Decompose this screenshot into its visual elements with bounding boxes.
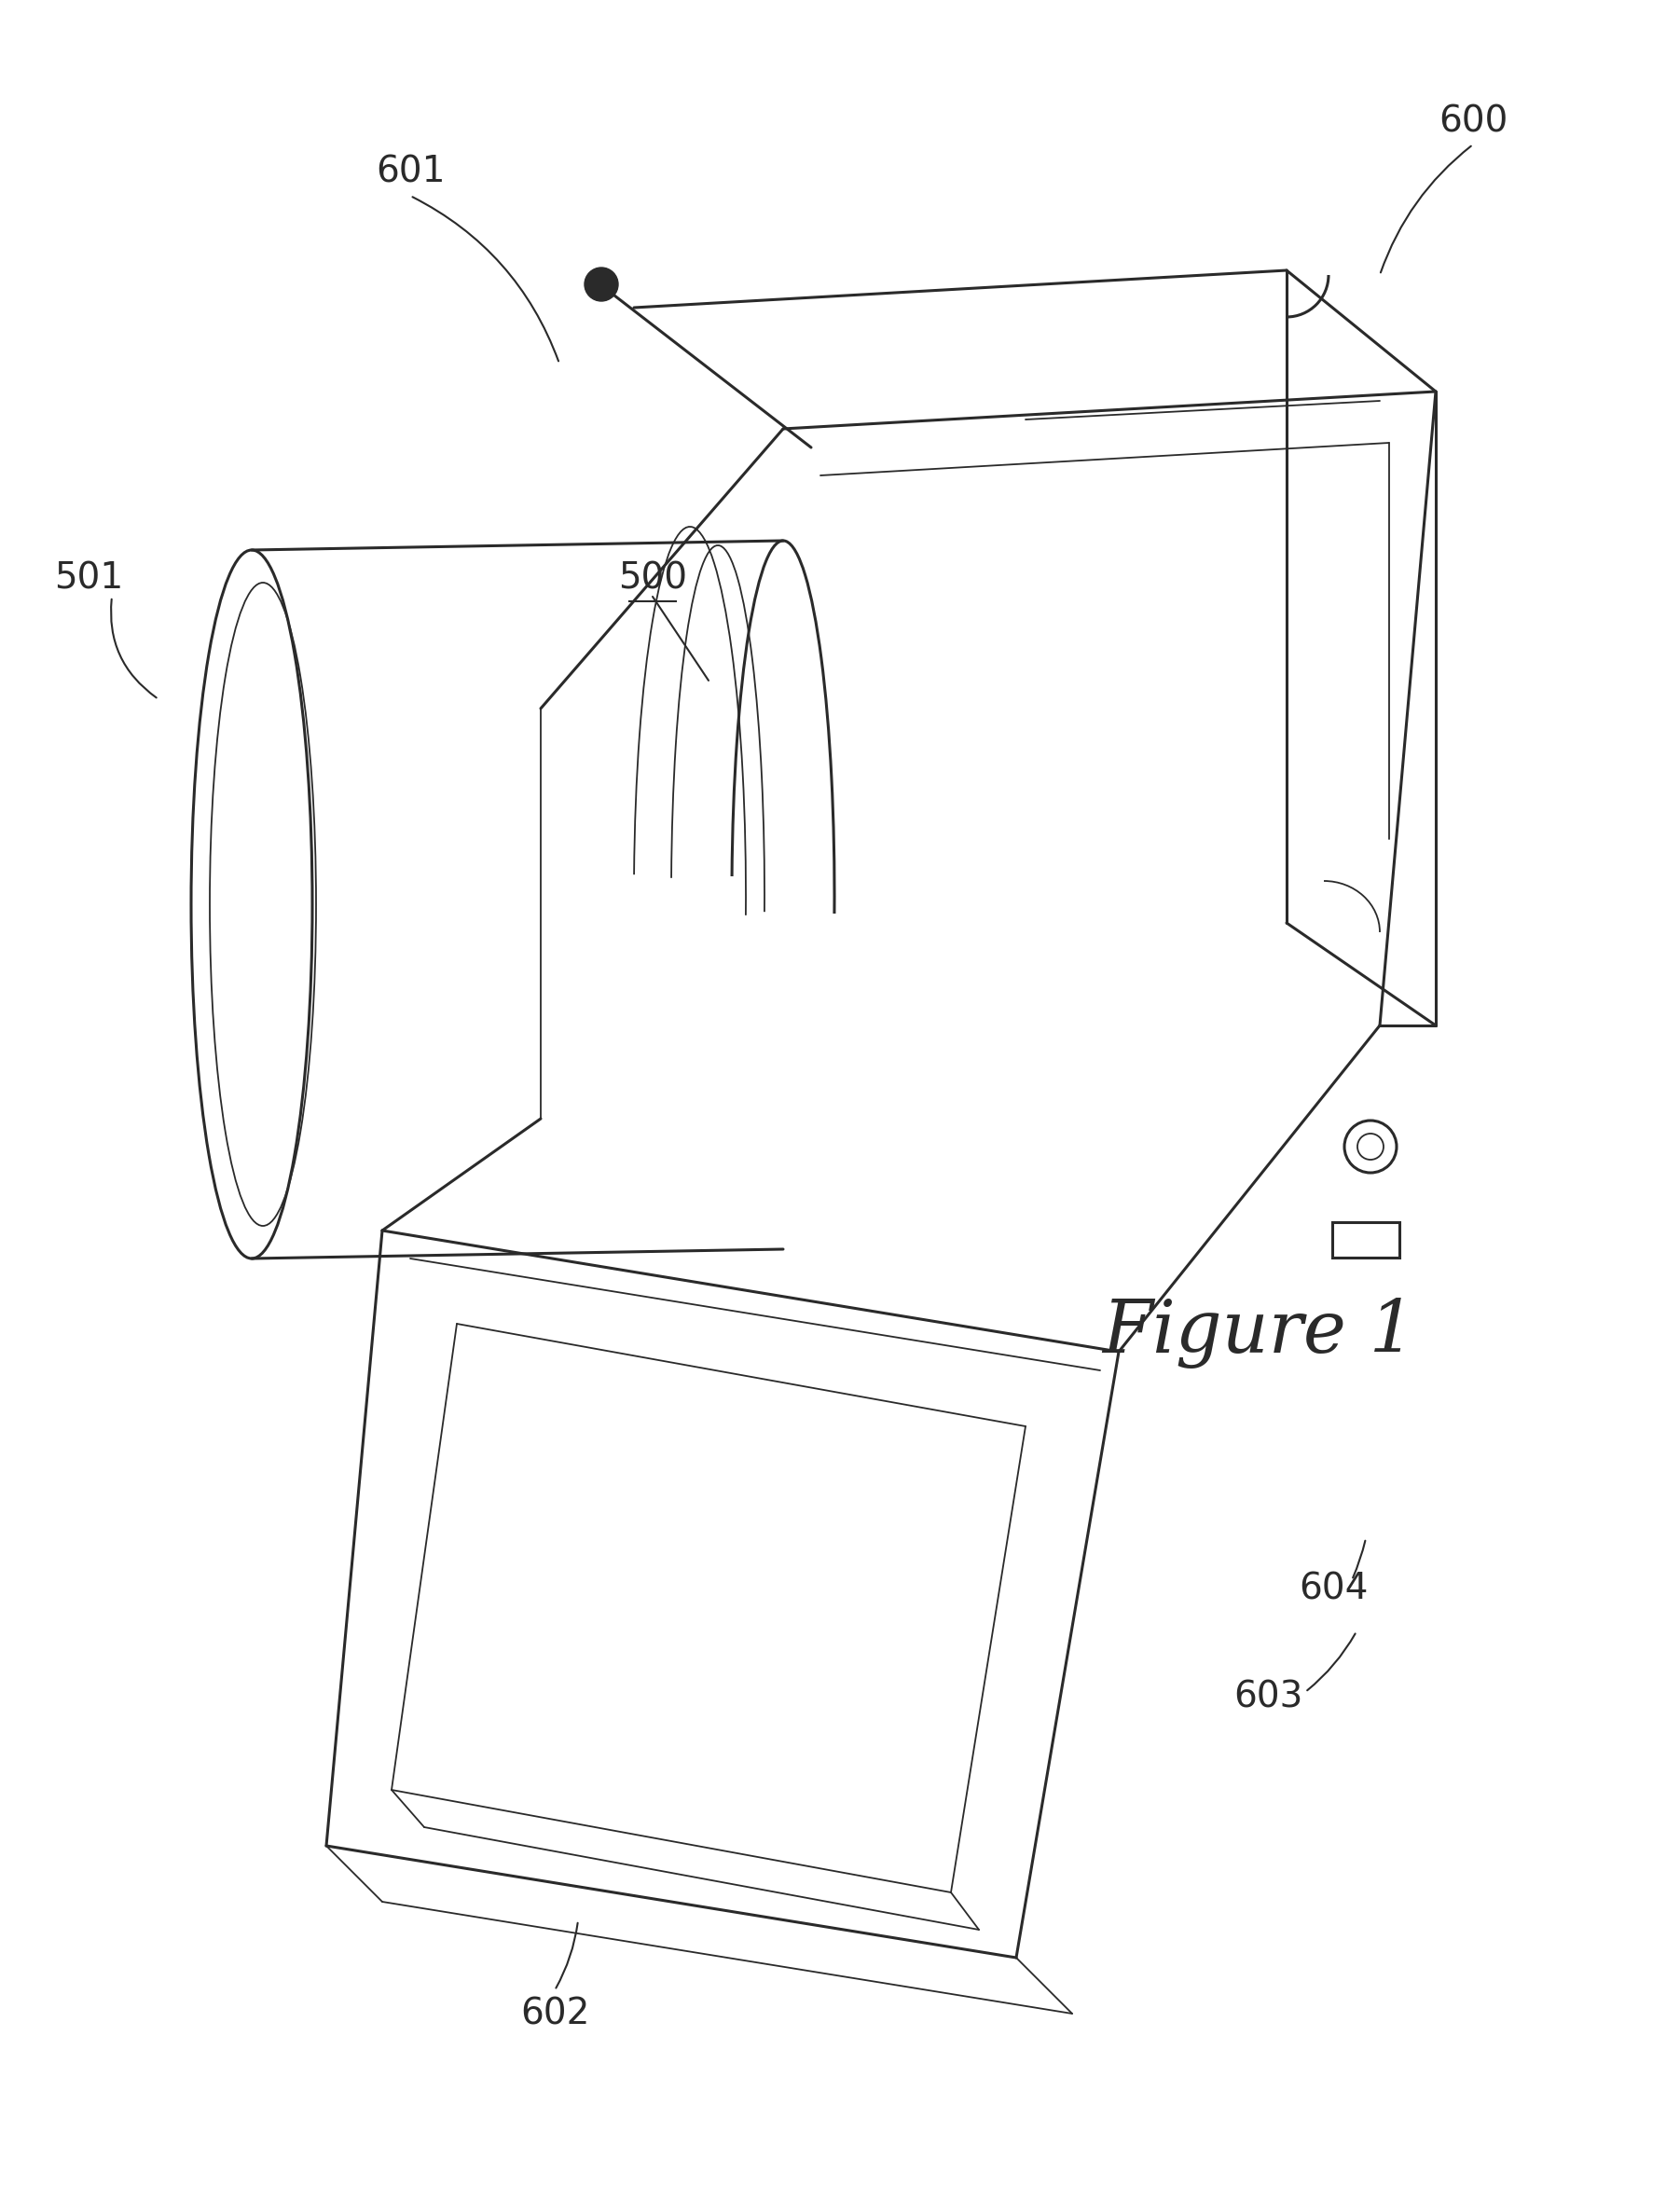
Text: 501: 501 [54,560,123,595]
Bar [1332,1223,1399,1258]
Text: 602: 602 [521,1997,590,2032]
Text: 603: 603 [1233,1680,1302,1715]
Circle shape [585,267,618,302]
Text: 604: 604 [1299,1572,1368,1607]
Text: 500: 500 [618,560,687,595]
Text: 600: 600 [1438,103,1507,140]
Text: 601: 601 [376,155,445,190]
Text: Figure 1: Figure 1 [1102,1297,1415,1369]
